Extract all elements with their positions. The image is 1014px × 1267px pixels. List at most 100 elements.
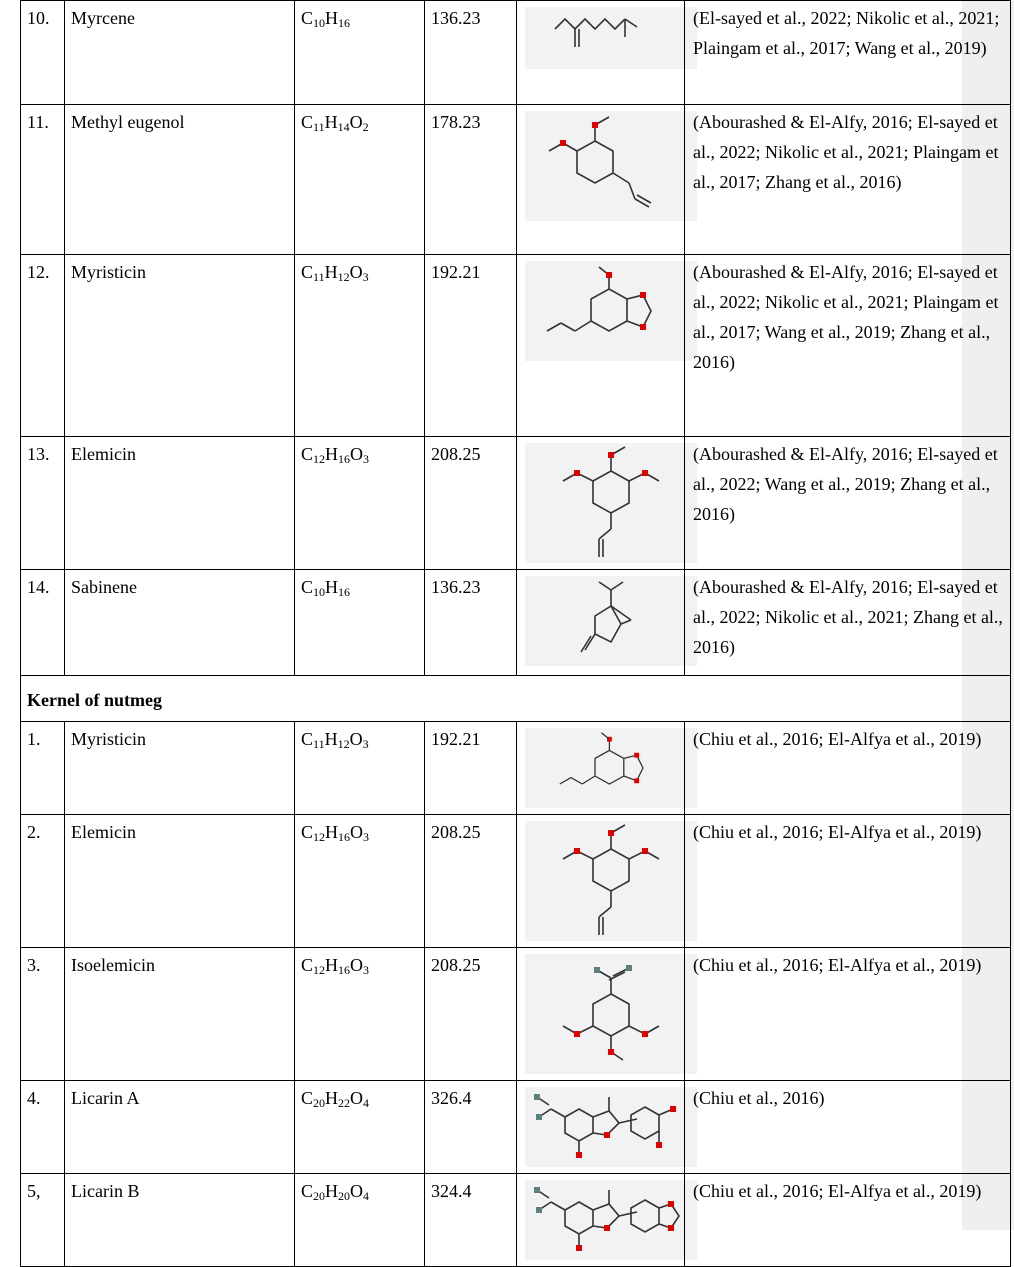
chemical-structure-cell bbox=[516, 947, 697, 1081]
elemicin-structure bbox=[525, 821, 697, 941]
molecular-formula: C12H16O3 bbox=[294, 814, 425, 948]
formula-subscript: 22 bbox=[338, 1096, 351, 1110]
references: (Abourashed & El-Alfy, 2016; El-sayed et… bbox=[684, 569, 1011, 676]
table-row: 2. Elemicin C12H16O3 208.25 (Chiu et al., 20… bbox=[20, 814, 1011, 948]
formula-subscript: 3 bbox=[363, 830, 370, 844]
formula-element: C bbox=[301, 577, 314, 597]
molecular-formula: C11H14O2 bbox=[294, 104, 425, 255]
molecular-formula: C11H12O3 bbox=[294, 254, 425, 437]
molecular-formula: C12H16O3 bbox=[294, 947, 425, 1081]
chemical-structure-cell bbox=[516, 569, 697, 676]
formula-element: C bbox=[301, 262, 314, 282]
row-number: 10. bbox=[20, 0, 65, 105]
row-number: 5, bbox=[20, 1173, 65, 1267]
formula-element: H bbox=[325, 955, 339, 975]
references: (Abourashed & El-Alfy, 2016; El-sayed et… bbox=[684, 254, 1011, 437]
molecular-weight: 326.4 bbox=[424, 1080, 517, 1174]
molecular-weight: 208.25 bbox=[424, 947, 517, 1081]
formula-subscript: 3 bbox=[363, 452, 370, 466]
molecular-weight: 136.23 bbox=[424, 569, 517, 676]
chemical-structure-cell bbox=[516, 254, 697, 437]
formula-subscript: 11 bbox=[313, 737, 325, 751]
formula-subscript: 16 bbox=[338, 585, 351, 599]
formula-subscript: 10 bbox=[313, 585, 326, 599]
isoelemicin-structure bbox=[525, 954, 697, 1074]
formula-element: O bbox=[350, 822, 364, 842]
formula-subscript: 20 bbox=[313, 1096, 326, 1110]
compound-name: Licarin A bbox=[64, 1080, 295, 1174]
row-number: 13. bbox=[20, 436, 65, 570]
formula-element: C bbox=[301, 1181, 314, 1201]
elemicin-structure bbox=[525, 443, 697, 563]
molecular-weight: 136.23 bbox=[424, 0, 517, 105]
compound-name: Myristicin bbox=[64, 254, 295, 437]
compound-name: Elemicin bbox=[64, 436, 295, 570]
myrcene-structure bbox=[525, 7, 697, 69]
formula-element: C bbox=[301, 729, 314, 749]
molecular-weight: 208.25 bbox=[424, 814, 517, 948]
table-row: 14. Sabinene C10H16 136.23 (Abourashed & El-… bbox=[20, 569, 1011, 676]
references: (Chiu et al., 2016; El-Alfya et al., 201… bbox=[684, 947, 1011, 1081]
formula-element: O bbox=[349, 112, 363, 132]
compound-name: Myristicin bbox=[64, 721, 295, 815]
formula-element: H bbox=[325, 1088, 339, 1108]
formula-subscript: 11 bbox=[313, 270, 325, 284]
compound-name: Myrcene bbox=[64, 0, 295, 105]
compound-name: Methyl eugenol bbox=[64, 104, 295, 255]
formula-subscript: 12 bbox=[313, 452, 326, 466]
molecular-formula: C10H16 bbox=[294, 0, 425, 105]
chemical-structure-cell bbox=[516, 721, 697, 815]
molecular-weight: 324.4 bbox=[424, 1173, 517, 1267]
references: (Chiu et al., 2016; El-Alfya et al., 201… bbox=[684, 721, 1011, 815]
row-number: 4. bbox=[20, 1080, 65, 1174]
formula-element: O bbox=[349, 262, 363, 282]
formula-subscript: 20 bbox=[313, 1189, 326, 1203]
molecular-weight: 208.25 bbox=[424, 436, 517, 570]
row-number: 3. bbox=[20, 947, 65, 1081]
table-row: 13. Elemicin C12H16O3 208.25 (Abourashed & E… bbox=[20, 436, 1011, 570]
methyl-eugenol-structure bbox=[525, 111, 697, 221]
formula-element: O bbox=[349, 729, 363, 749]
formula-subscript: 3 bbox=[362, 270, 369, 284]
formula-subscript: 2 bbox=[362, 120, 369, 134]
myristicin-structure bbox=[525, 261, 697, 361]
references: (El-sayed et al., 2022; Nikolic et al., … bbox=[684, 0, 1011, 105]
molecular-weight: 192.21 bbox=[424, 721, 517, 815]
formula-subscript: 10 bbox=[313, 16, 326, 30]
table-row: 5, Licarin B C20H20O4 324.4 (Chiu et al., 20… bbox=[20, 1173, 1011, 1267]
formula-element: H bbox=[325, 8, 339, 28]
formula-element: O bbox=[350, 1088, 364, 1108]
formula-subscript: 16 bbox=[338, 452, 351, 466]
formula-subscript: 3 bbox=[363, 963, 370, 977]
formula-element: H bbox=[325, 577, 339, 597]
formula-element: C bbox=[301, 8, 314, 28]
licarin-b-structure bbox=[525, 1180, 697, 1260]
licarin-a-structure bbox=[525, 1087, 697, 1167]
formula-element: C bbox=[301, 822, 314, 842]
formula-subscript: 3 bbox=[362, 737, 369, 751]
formula-element: H bbox=[325, 822, 339, 842]
row-number: 12. bbox=[20, 254, 65, 437]
formula-element: C bbox=[301, 955, 314, 975]
myristicin-structure bbox=[525, 728, 697, 808]
molecular-weight: 178.23 bbox=[424, 104, 517, 255]
formula-element: O bbox=[350, 1181, 364, 1201]
formula-subscript: 16 bbox=[338, 830, 351, 844]
formula-subscript: 20 bbox=[338, 1189, 351, 1203]
chemical-structure-cell bbox=[516, 0, 697, 105]
table-row: 3. Isoelemicin C12H16O3 208.25 (Chiu et al.,… bbox=[20, 947, 1011, 1081]
row-number: 2. bbox=[20, 814, 65, 948]
formula-subscript: 16 bbox=[338, 16, 351, 30]
chemical-structure-cell bbox=[516, 1173, 697, 1267]
section-header-row: Kernel of nutmeg bbox=[20, 675, 1011, 722]
formula-subscript: 4 bbox=[363, 1189, 370, 1203]
references: (Abourashed & El-Alfy, 2016; El-sayed et… bbox=[684, 104, 1011, 255]
formula-element: H bbox=[325, 444, 339, 464]
table-row: 12. Myristicin C11H12O3 192.21 (Abourashed &… bbox=[20, 254, 1011, 437]
row-number: 14. bbox=[20, 569, 65, 676]
formula-subscript: 14 bbox=[337, 120, 350, 134]
formula-subscript: 12 bbox=[313, 830, 326, 844]
formula-element: H bbox=[324, 262, 338, 282]
table-row: 11. Methyl eugenol C11H14O2 178.23 (Abourash… bbox=[20, 104, 1011, 255]
molecular-formula: C10H16 bbox=[294, 569, 425, 676]
